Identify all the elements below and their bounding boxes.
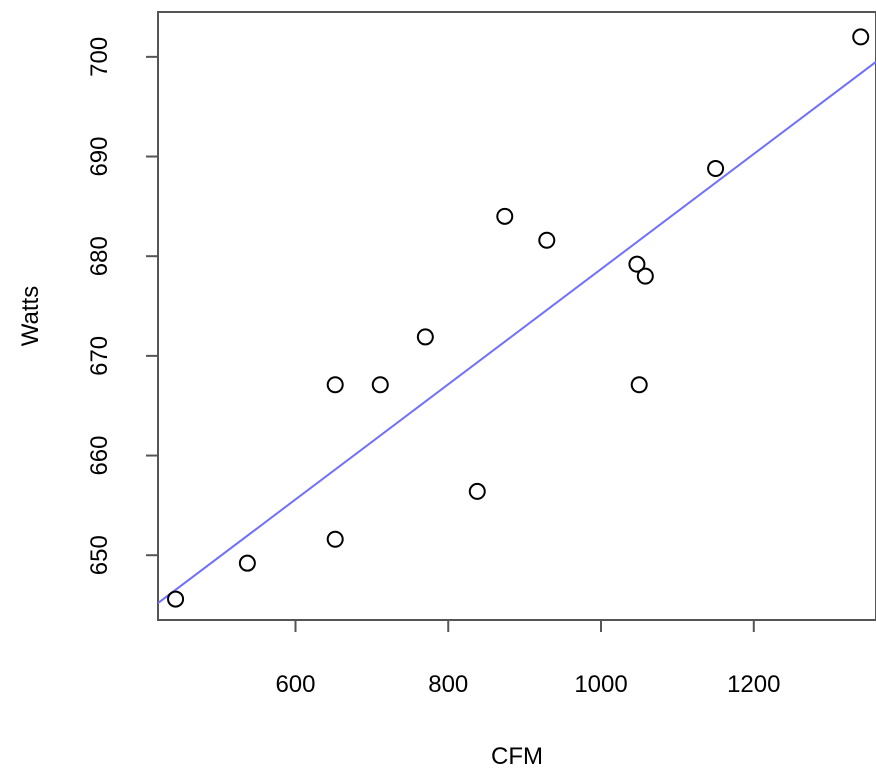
data-point — [167, 590, 185, 608]
y-tick-label: 660 — [86, 436, 113, 476]
data-point — [326, 530, 344, 548]
data-point — [238, 554, 256, 572]
y-axis-label: Watts — [17, 286, 44, 346]
data-point — [636, 267, 654, 285]
y-tick-label: 670 — [86, 336, 113, 376]
plot-frame — [157, 11, 876, 621]
x-axis: 600 800 1000 1200 — [275, 620, 780, 698]
data-point — [852, 28, 870, 46]
y-tick-label: 680 — [86, 236, 113, 276]
data-point — [628, 255, 646, 273]
x-axis-label: CFM — [491, 743, 543, 770]
points-layer — [167, 28, 870, 608]
x-tick-label: 1200 — [727, 671, 780, 698]
data-point — [326, 376, 344, 394]
x-tick-label: 1000 — [574, 671, 627, 698]
data-point — [707, 159, 725, 177]
data-point — [496, 207, 514, 225]
data-point — [371, 376, 389, 394]
y-tick-label: 700 — [86, 37, 113, 77]
y-tick-label: 690 — [86, 137, 113, 177]
data-point — [538, 231, 556, 249]
fit-line-layer — [157, 61, 876, 604]
fit-line — [157, 61, 876, 604]
data-point — [630, 376, 648, 394]
y-tick-label: 650 — [86, 535, 113, 575]
x-tick-label: 600 — [275, 671, 315, 698]
y-axis: 650 660 670 680 690 700 — [86, 37, 158, 575]
data-point — [416, 328, 434, 346]
x-tick-label: 800 — [428, 671, 468, 698]
data-point — [468, 482, 486, 500]
